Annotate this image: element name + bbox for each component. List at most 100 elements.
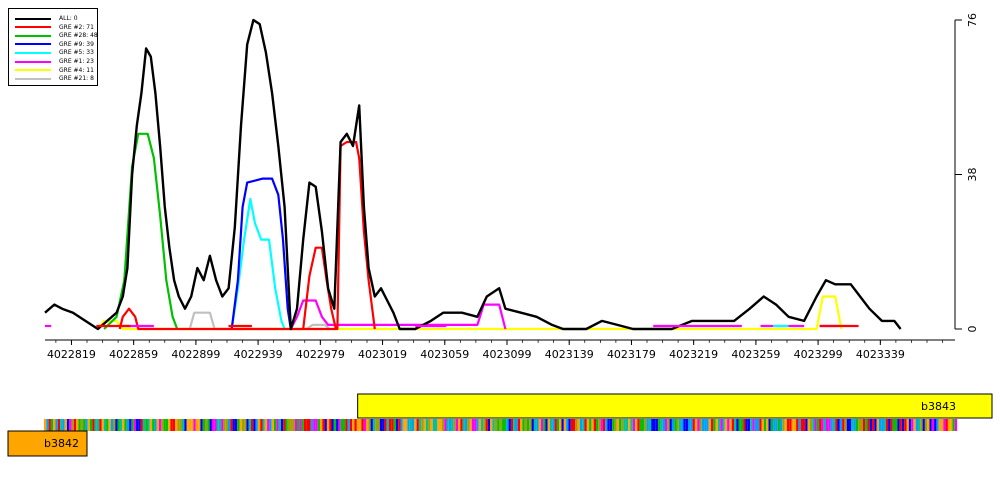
sequence-base <box>943 419 946 431</box>
sequence-base <box>724 419 728 431</box>
sequence-base <box>260 419 263 431</box>
x-tick-label: 4023219 <box>669 348 718 361</box>
sequence-base <box>754 419 757 431</box>
sequence-base <box>869 419 872 431</box>
sequence-base <box>310 419 314 431</box>
sequence-base <box>642 419 645 431</box>
sequence-base <box>395 419 399 431</box>
sequence-base <box>922 419 925 431</box>
sequence-base <box>92 419 95 431</box>
sequence-base <box>793 419 797 431</box>
sequence-base <box>205 419 208 431</box>
sequence-base <box>366 419 369 431</box>
sequence-base <box>950 419 953 431</box>
series-lines <box>44 18 902 331</box>
series-line-gre-5-0 <box>230 197 286 330</box>
sequence-base <box>437 419 440 431</box>
sequence-base <box>186 419 189 431</box>
sequence-base <box>251 419 254 431</box>
sequence-base <box>731 419 734 431</box>
legend-label: ALL: 0 <box>59 15 78 22</box>
sequence-base <box>228 419 231 431</box>
sequence-base <box>248 419 251 431</box>
sequence-base <box>729 419 732 431</box>
legend-swatch <box>15 17 51 20</box>
sequence-base <box>241 419 245 431</box>
sequence-base <box>301 419 304 431</box>
sequence-base <box>202 419 205 431</box>
sequence-base <box>499 419 502 431</box>
sequence-base <box>513 419 516 431</box>
legend-label: GRE #9: 39 <box>59 40 94 48</box>
sequence-base <box>681 419 684 431</box>
sequence-base <box>683 419 686 431</box>
sequence-base <box>782 419 785 431</box>
sequence-base <box>83 419 86 431</box>
sequence-base <box>262 419 265 431</box>
sequence-base <box>299 419 302 431</box>
sequence-base <box>623 419 626 431</box>
sequence-base <box>823 419 826 431</box>
sequence-base <box>172 419 176 431</box>
sequence-base <box>554 419 557 431</box>
sequence-base <box>280 419 284 431</box>
x-tick-label: 4023059 <box>420 348 469 361</box>
sequence-base <box>586 419 590 431</box>
sequence-base <box>506 419 509 431</box>
sequence-base <box>812 419 815 431</box>
sequence-base <box>918 419 921 431</box>
sequence-base <box>430 419 433 431</box>
sequence-base <box>883 419 886 431</box>
sequence-base <box>927 419 930 431</box>
sequence-base <box>892 419 895 431</box>
sequence-base <box>177 419 180 431</box>
sequence-base <box>435 419 438 431</box>
x-axis: 4022819 4022859 4022899 4022939 4022979 40230… <box>45 339 955 361</box>
sequence-base <box>920 419 923 431</box>
sequence-base <box>131 419 134 431</box>
sequence-base <box>331 419 334 431</box>
sequence-base <box>101 419 104 431</box>
sequence-base <box>727 419 730 431</box>
legend-item: GRE #9: 39 <box>15 40 94 49</box>
sequence-base <box>136 419 139 431</box>
sequence-base <box>267 419 270 431</box>
gene-label-b3843: b3843 <box>921 400 956 413</box>
x-tick-label: 4022819 <box>47 348 96 361</box>
sequence-base <box>846 419 849 431</box>
sequence-base <box>761 419 764 431</box>
legend-swatch <box>15 43 51 46</box>
x-tick-label: 4023339 <box>856 348 905 361</box>
sequence-base <box>789 419 792 431</box>
y-tick-label: 76 <box>966 13 979 27</box>
sequence-base <box>418 419 422 431</box>
sequence-base <box>474 419 477 431</box>
series-line-gre-1-0 <box>289 299 507 330</box>
sequence-base <box>646 419 649 431</box>
sequence-base <box>448 419 452 431</box>
sequence-base <box>218 419 222 431</box>
sequence-base <box>715 419 718 431</box>
sequence-base <box>221 419 224 431</box>
sequence-base <box>96 419 100 431</box>
sequence-base <box>391 419 394 431</box>
sequence-base <box>713 419 716 431</box>
sequence-base <box>372 419 376 431</box>
sequence-base <box>858 419 861 431</box>
sequence-base <box>446 419 449 431</box>
sequence-base <box>60 419 63 431</box>
sequence-base <box>152 419 155 431</box>
sequence-base <box>485 419 488 431</box>
sequence-base <box>773 419 776 431</box>
sequence-base <box>701 419 705 431</box>
sequence-base <box>340 419 343 431</box>
sequence-base <box>285 419 288 431</box>
series-line-gre-28-0 <box>103 132 179 330</box>
sequence-base <box>138 419 141 431</box>
sequence-base <box>911 419 914 431</box>
sequence-base <box>414 419 417 431</box>
sequence-base <box>938 419 941 431</box>
sequence-base <box>255 419 258 431</box>
sequence-base <box>796 419 799 431</box>
